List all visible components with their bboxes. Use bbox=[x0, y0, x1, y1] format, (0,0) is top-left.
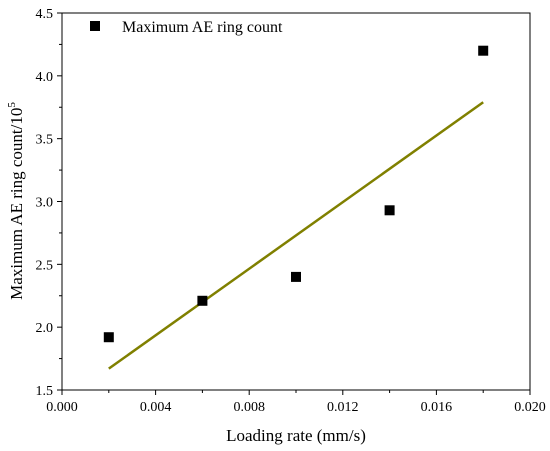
legend-marker bbox=[90, 21, 100, 31]
y-axis: 1.5 2.0 2.5 3.0 3.5 4.0 4.5 bbox=[36, 7, 62, 399]
fit-line-layer bbox=[108, 101, 484, 370]
x-tick-label: 0.008 bbox=[233, 400, 265, 415]
x-axis-title: Loading rate (mm/s) bbox=[226, 426, 366, 445]
x-axis: 0.000 0.004 0.008 0.012 0.016 0.020 bbox=[46, 390, 546, 415]
x-tick-label: 0.020 bbox=[514, 400, 546, 415]
y-tick-label: 4.0 bbox=[36, 70, 54, 85]
data-points bbox=[103, 45, 489, 343]
data-point bbox=[291, 271, 301, 282]
y-tick-label: 2.5 bbox=[36, 258, 54, 273]
y-tick-label: 3.0 bbox=[36, 196, 54, 211]
data-point bbox=[103, 332, 114, 343]
legend: Maximum AE ring count bbox=[90, 19, 283, 36]
x-tick-label: 0.016 bbox=[421, 400, 453, 415]
data-point bbox=[384, 205, 395, 216]
y-axis-title-base: Maximum AE ring count/10 bbox=[7, 108, 26, 300]
data-point bbox=[197, 295, 208, 306]
x-tick-label: 0.012 bbox=[327, 400, 359, 415]
y-tick-label: 2.0 bbox=[36, 321, 54, 336]
y-axis-title-exponent: 5 bbox=[6, 102, 18, 108]
legend-label: Maximum AE ring count bbox=[122, 19, 283, 36]
y-tick-label: 4.5 bbox=[36, 7, 54, 22]
fit-line bbox=[108, 101, 484, 370]
y-axis-title: Maximum AE ring count/105 bbox=[6, 102, 26, 300]
x-tick-label: 0.000 bbox=[46, 400, 78, 415]
y-tick-label: 1.5 bbox=[36, 384, 54, 399]
x-tick-label: 0.004 bbox=[140, 400, 172, 415]
plot-frame bbox=[61, 12, 531, 391]
data-point bbox=[478, 45, 489, 56]
y-tick-label: 3.5 bbox=[36, 133, 54, 148]
